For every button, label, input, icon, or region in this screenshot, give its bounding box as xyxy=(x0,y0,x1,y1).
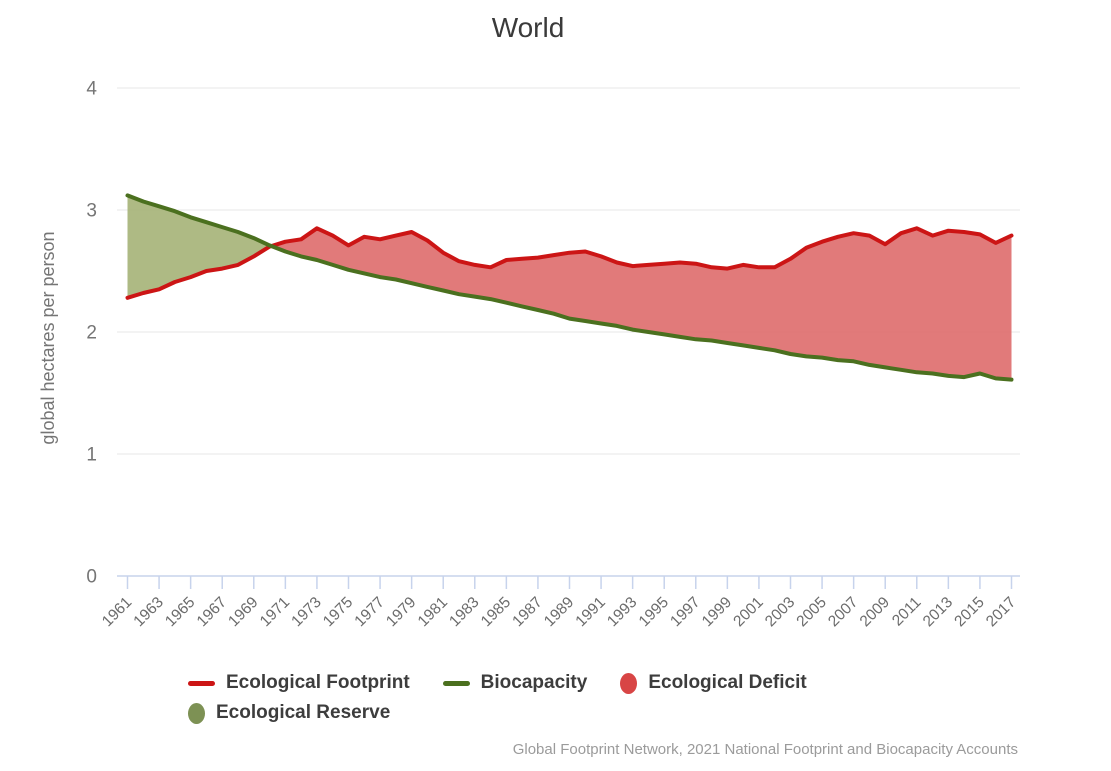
x-tick-label: 2015 xyxy=(951,594,987,630)
x-tick-label: 1961 xyxy=(99,594,135,630)
x-tick-label: 2005 xyxy=(793,594,829,630)
x-tick-label: 1993 xyxy=(604,594,640,630)
legend-label: Ecological Reserve xyxy=(216,702,391,723)
y-tick-label: 3 xyxy=(86,201,97,222)
x-tick-label: 1971 xyxy=(257,594,293,630)
x-tick-label: 2011 xyxy=(889,594,925,630)
x-tick-label: 1991 xyxy=(572,594,608,630)
legend-label: Ecological Deficit xyxy=(648,672,807,693)
x-tick-label: 1967 xyxy=(194,594,230,630)
x-tick-label: 1987 xyxy=(509,594,545,630)
x-tick-label: 1965 xyxy=(162,594,198,630)
legend-item-biocapacity[interactable]: Biocapacity xyxy=(442,672,588,694)
x-tick-label: 2009 xyxy=(857,594,893,630)
legend-row: Ecological Footprint Biocapacity Ecologi… xyxy=(188,668,807,698)
y-tick-label: 1 xyxy=(86,445,97,466)
x-tick-label: 1997 xyxy=(667,594,703,630)
legend-label: Ecological Footprint xyxy=(226,672,410,693)
y-tick-label: 0 xyxy=(86,567,97,588)
x-tick-label: 2003 xyxy=(762,594,798,630)
legend-item-ecological-reserve[interactable]: Ecological Reserve xyxy=(188,702,390,724)
legend-item-ecological-deficit[interactable]: Ecological Deficit xyxy=(620,672,807,694)
footprint-line-swatch xyxy=(188,680,215,686)
x-tick-label: 2001 xyxy=(730,594,766,630)
x-tick-label: 1981 xyxy=(415,594,451,630)
x-tick-label: 1995 xyxy=(636,594,672,630)
x-tick-label: 2013 xyxy=(920,594,956,630)
biocapacity-line[interactable] xyxy=(125,193,1014,382)
x-tick-label: 1975 xyxy=(320,594,356,630)
reserve-area-swatch xyxy=(188,702,205,724)
y-axis-title: global hectares per person xyxy=(38,231,58,444)
ecological-deficit-area xyxy=(271,228,1012,380)
x-tick-label: 1999 xyxy=(699,594,735,630)
x-tick-label: 1983 xyxy=(446,594,482,630)
ecological-footprint-line[interactable] xyxy=(125,226,1014,300)
x-tick-label: 1963 xyxy=(130,594,166,630)
x-tick-label: 1977 xyxy=(351,594,387,630)
x-tick-label: 2007 xyxy=(825,594,861,630)
deficit-area-swatch xyxy=(620,672,638,694)
y-tick-label: 2 xyxy=(86,323,97,344)
y-tick-label: 4 xyxy=(86,79,97,100)
x-tick-label: 1973 xyxy=(288,594,324,630)
legend-label: Biocapacity xyxy=(480,672,588,693)
plot-area: global hectares per person 4 3 2 1 019611963… xyxy=(38,79,1020,630)
chart-title: World xyxy=(491,12,565,43)
x-tick-label: 1979 xyxy=(383,594,419,630)
legend: Ecological Footprint Biocapacity Ecologi… xyxy=(188,668,807,728)
ecological-reserve-area xyxy=(127,195,272,298)
x-tick-label: 1985 xyxy=(478,594,514,630)
source-attribution: Global Footprint Network, 2021 National … xyxy=(512,741,1018,758)
biocapacity-line-swatch xyxy=(442,680,470,686)
x-tick-label: 1969 xyxy=(225,594,261,630)
x-tick-label: 2017 xyxy=(983,594,1019,630)
legend-item-ecological-footprint[interactable]: Ecological Footprint xyxy=(188,672,410,694)
legend-row: Ecological Reserve xyxy=(188,698,807,728)
x-tick-label: 1989 xyxy=(541,594,577,630)
